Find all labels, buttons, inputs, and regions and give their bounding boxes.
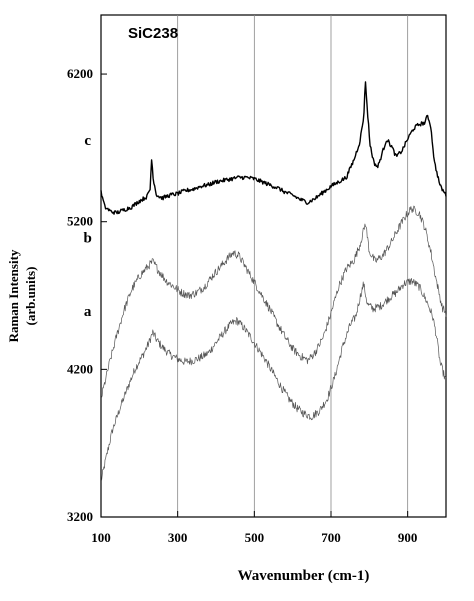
chart-title: SiC238: [128, 25, 178, 42]
x-axis-title: Wavenumber (cm-1): [238, 568, 370, 584]
x-tick-label-900: 900: [398, 530, 418, 545]
curve-label-c: c: [84, 133, 91, 149]
y-axis-title-line1: Raman Intensity: [6, 249, 21, 342]
x-axis-ticks: 100 300 500 700 900: [91, 511, 417, 545]
plot-area: a b c SiC238: [83, 14, 447, 518]
y-tick-label-5200: 5200: [67, 214, 93, 229]
x-tick-label-300: 300: [168, 530, 188, 545]
plot-frame: [100, 14, 447, 518]
x-tick-label-100: 100: [91, 530, 111, 545]
x-tick-label-700: 700: [321, 530, 341, 545]
y-axis-title-line2: (arb.units): [23, 267, 38, 326]
y-axis-ticks: 3200 4200 5200 6200: [67, 66, 107, 524]
series-a-line: [100, 278, 447, 481]
y-axis-title: Raman Intensity (arb.units): [6, 249, 38, 342]
gridlines: [177, 15, 409, 517]
series-b-line: [101, 205, 447, 398]
y-tick-label-4200: 4200: [67, 361, 93, 376]
y-tick-label-3200: 3200: [67, 509, 93, 524]
curve-label-b: b: [83, 230, 91, 246]
x-tick-label-500: 500: [245, 530, 265, 545]
series-layer: [100, 81, 447, 481]
curve-label-a: a: [84, 304, 92, 320]
curve-labels: a b c: [83, 133, 91, 320]
series-c-line: [100, 81, 447, 215]
y-tick-label-6200: 6200: [67, 66, 93, 81]
